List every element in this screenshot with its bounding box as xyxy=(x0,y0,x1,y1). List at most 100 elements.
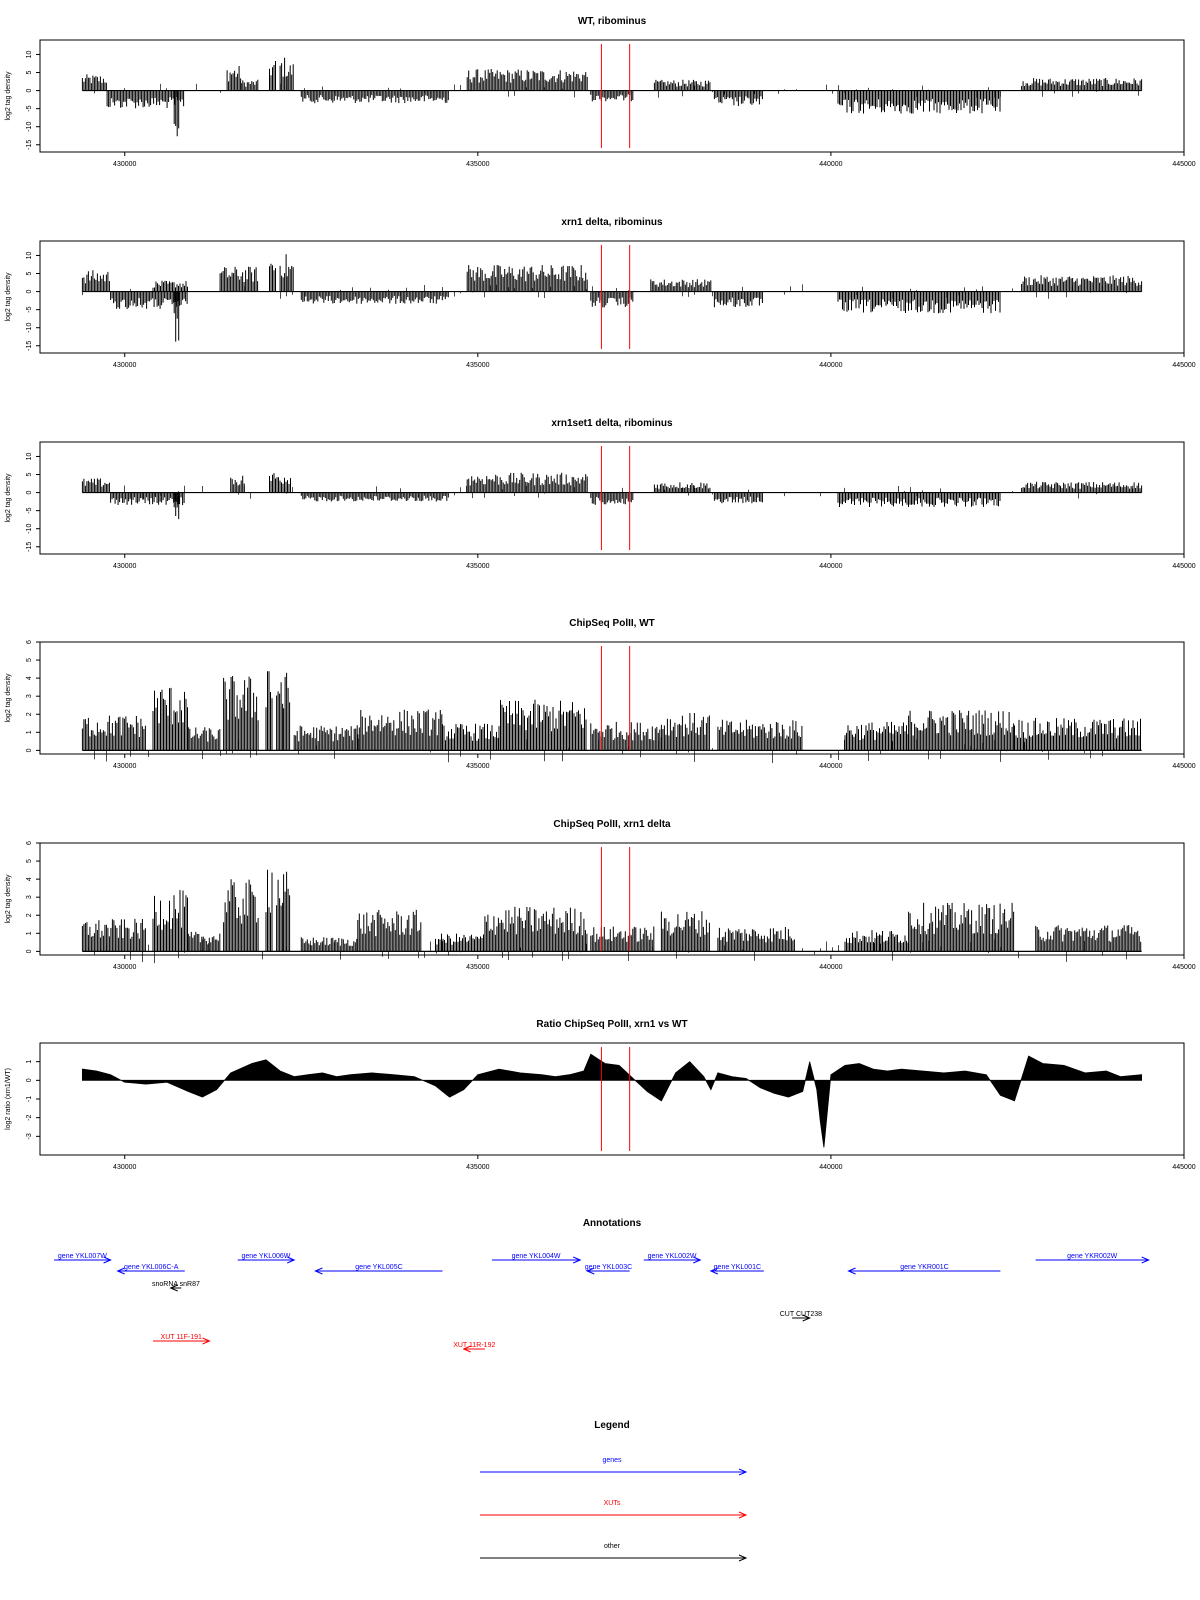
annotation-arrow-head xyxy=(287,1256,296,1264)
data-bar-segment-6 xyxy=(276,682,284,751)
annotation-item-1: gene YKL007W xyxy=(54,1253,112,1264)
annotation-arrow-head xyxy=(103,1256,112,1264)
data-bar-segment-13 xyxy=(660,911,710,952)
legend-arrow-head xyxy=(738,1468,748,1476)
data-bar-segment-14 xyxy=(837,291,1001,314)
plot-frame xyxy=(39,39,1185,153)
y-tick-label: 0 xyxy=(26,949,33,953)
y-tick-label: 5 xyxy=(26,859,33,863)
legend-panel: Legend genes XUTs other xyxy=(480,1420,748,1562)
data-bar-segment-3 xyxy=(187,931,221,952)
plot-frame xyxy=(39,240,1185,354)
annotation-arrow-head xyxy=(169,1284,178,1292)
data-bar-segment-4 xyxy=(226,66,242,91)
chart-panel-2: xrn1 delta, ribominus log2 tag density -15… xyxy=(5,217,1196,369)
data-bar-segment-5 xyxy=(265,671,273,751)
legend-label: XUTs xyxy=(604,1500,621,1507)
data-bar-segment-12 xyxy=(653,79,711,91)
data-bar-segment-7 xyxy=(279,57,287,91)
y-tick-label: 6 xyxy=(26,640,33,644)
annotation-arrow-head xyxy=(314,1267,323,1275)
data-bar-segment-7 xyxy=(466,472,588,493)
x-tick-label: 435000 xyxy=(466,161,489,168)
y-tick-label: 5 xyxy=(26,472,33,476)
legend-arrow-head xyxy=(738,1511,748,1519)
data-bar-segment-2 xyxy=(152,687,188,751)
data-bar-segment-16 xyxy=(908,902,1015,952)
annotation-arrow-head xyxy=(693,1256,702,1264)
data-bar-segment-3 xyxy=(187,727,221,751)
data-bar-segment-9 xyxy=(300,90,449,104)
annotation-arrow-head xyxy=(202,1337,211,1345)
annotation-item-14: XUT 11R-192 xyxy=(453,1342,495,1353)
ratio-area-series xyxy=(81,1053,1143,1148)
data-bar-segment-11 xyxy=(837,492,1001,507)
annotation-item-8: gene YKL001C xyxy=(709,1264,764,1275)
data-bar-segment-12 xyxy=(650,279,712,292)
data-bar-segment-10 xyxy=(466,69,588,91)
data-bar-segment-10 xyxy=(713,492,763,504)
data-bar-segment-4 xyxy=(152,280,188,292)
data-bar-segment-1 xyxy=(81,270,110,292)
data-bar-segment-14 xyxy=(717,927,795,952)
y-tick-label: 5 xyxy=(26,658,33,662)
data-bar-segment-17 xyxy=(1035,925,1142,952)
annotation-item-9: gene YKR001C xyxy=(847,1264,1001,1275)
legend-arrow-head xyxy=(738,1554,748,1562)
annotation-label: XUT 11R-192 xyxy=(453,1342,495,1349)
data-bar-segment-7 xyxy=(279,254,287,292)
x-tick-label: 440000 xyxy=(819,563,842,570)
annotation-item-10: gene YKR002W xyxy=(1035,1253,1150,1264)
data-bar-segment-15 xyxy=(844,721,909,751)
x-tick-label: 435000 xyxy=(466,763,489,770)
x-tick-label: 445000 xyxy=(1172,362,1195,369)
data-bar-segment-14 xyxy=(837,90,1001,114)
chart-panel-5: ChipSeq PolII, xrn1 delta log2 tag densit… xyxy=(5,819,1196,971)
annotation-item-2: gene YKL006C-A xyxy=(116,1264,185,1275)
chart-title: xrn1set1 delta, ribominus xyxy=(551,418,673,429)
x-tick-label: 435000 xyxy=(466,1164,489,1171)
data-bar-segment-4 xyxy=(223,676,259,751)
x-tick-label: 430000 xyxy=(113,964,136,971)
data-bar-segment-15 xyxy=(1021,275,1143,292)
data-bar-segment-13 xyxy=(713,291,763,308)
data-bar-segment-4 xyxy=(230,475,245,493)
data-bar-segment-12 xyxy=(1021,481,1143,493)
y-tick-label: 3 xyxy=(26,895,33,899)
y-tick-label: 5 xyxy=(26,70,33,74)
chart-panel-3: xrn1set1 delta, ribominus log2 tag densit… xyxy=(5,418,1196,570)
data-bar-segment-14 xyxy=(717,719,803,751)
y-tick-label: -10 xyxy=(26,323,33,333)
y-tick-label: -5 xyxy=(26,507,33,513)
data-bar-segment-13 xyxy=(713,90,763,106)
y-tick-label: 4 xyxy=(26,676,33,680)
data-bar-segment-11 xyxy=(484,906,588,952)
chart-panel-6: Ratio ChipSeq PolII, xrn1 vs WT log2 rati… xyxy=(5,1019,1196,1171)
y-tick-label: 1 xyxy=(26,730,33,734)
x-tick-label: 430000 xyxy=(113,563,136,570)
annotation-item-12: CUT CUT238 xyxy=(780,1311,822,1322)
annotation-arrow-head xyxy=(1141,1256,1150,1264)
chart-title: Ratio ChipSeq PolII, xrn1 vs WT xyxy=(536,1019,687,1030)
annotation-arrow-head xyxy=(573,1256,582,1264)
data-bar-segment-5 xyxy=(269,473,291,493)
y-tick-label: -15 xyxy=(26,341,33,351)
annotation-label: gene YKL001C xyxy=(714,1264,761,1271)
legend-label: genes xyxy=(602,1457,622,1464)
data-bar-segment-15 xyxy=(1021,78,1143,91)
y-axis-label: log2 tag density xyxy=(5,673,12,723)
data-bar-segment-5 xyxy=(240,79,259,91)
x-tick-label: 445000 xyxy=(1172,964,1195,971)
y-axis-label: log2 tag density xyxy=(5,71,12,121)
legend-item-2: XUTs xyxy=(480,1500,748,1519)
y-tick-label: -10 xyxy=(26,122,33,132)
y-tick-label: -2 xyxy=(26,1114,33,1120)
data-bar-segment-2 xyxy=(152,890,188,952)
data-bar-segment-6 xyxy=(269,263,276,292)
data-bar-segment-9 xyxy=(653,482,711,493)
annotation-label: gene YKL004W xyxy=(512,1253,561,1260)
y-tick-label: 10 xyxy=(26,50,33,58)
y-tick-label: 0 xyxy=(26,748,33,752)
y-tick-label: 1 xyxy=(26,1060,33,1064)
data-bar-segment-1 xyxy=(81,918,146,952)
